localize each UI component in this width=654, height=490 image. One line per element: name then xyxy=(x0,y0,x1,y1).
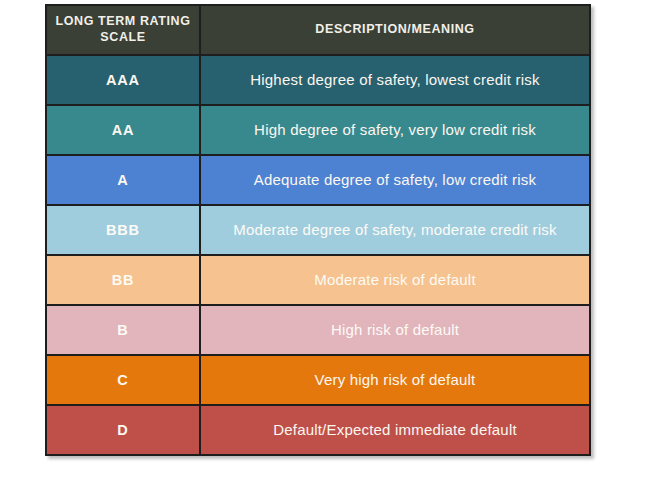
header-cell-description: DESCRIPTION/MEANING xyxy=(201,6,589,54)
table-header-row: LONG TERM RATING SCALE DESCRIPTION/MEANI… xyxy=(47,6,589,54)
rating-cell: BB xyxy=(47,256,199,304)
rating-cell: C xyxy=(47,356,199,404)
table-row: C Very high risk of default xyxy=(47,356,589,404)
description-cell: High degree of safety, very low credit r… xyxy=(201,106,589,154)
rating-cell: B xyxy=(47,306,199,354)
table-row: AAA Highest degree of safety, lowest cre… xyxy=(47,56,589,104)
table-row: BBB Moderate degree of safety, moderate … xyxy=(47,206,589,254)
table-row: A Adequate degree of safety, low credit … xyxy=(47,156,589,204)
table-row: B High risk of default xyxy=(47,306,589,354)
table-row: D Default/Expected immediate default xyxy=(47,406,589,454)
description-cell: Highest degree of safety, lowest credit … xyxy=(201,56,589,104)
rating-cell: BBB xyxy=(47,206,199,254)
description-cell: Default/Expected immediate default xyxy=(201,406,589,454)
rating-cell: AA xyxy=(47,106,199,154)
table-row: BB Moderate risk of default xyxy=(47,256,589,304)
description-cell: Moderate risk of default xyxy=(201,256,589,304)
description-cell: High risk of default xyxy=(201,306,589,354)
rating-cell: A xyxy=(47,156,199,204)
description-cell: Adequate degree of safety, low credit ri… xyxy=(201,156,589,204)
description-cell: Moderate degree of safety, moderate cred… xyxy=(201,206,589,254)
table-row: AA High degree of safety, very low credi… xyxy=(47,106,589,154)
rating-cell: D xyxy=(47,406,199,454)
header-cell-rating-scale: LONG TERM RATING SCALE xyxy=(47,6,199,54)
credit-rating-table: LONG TERM RATING SCALE DESCRIPTION/MEANI… xyxy=(45,4,591,456)
description-cell: Very high risk of default xyxy=(201,356,589,404)
rating-cell: AAA xyxy=(47,56,199,104)
page-background: LONG TERM RATING SCALE DESCRIPTION/MEANI… xyxy=(0,0,654,490)
